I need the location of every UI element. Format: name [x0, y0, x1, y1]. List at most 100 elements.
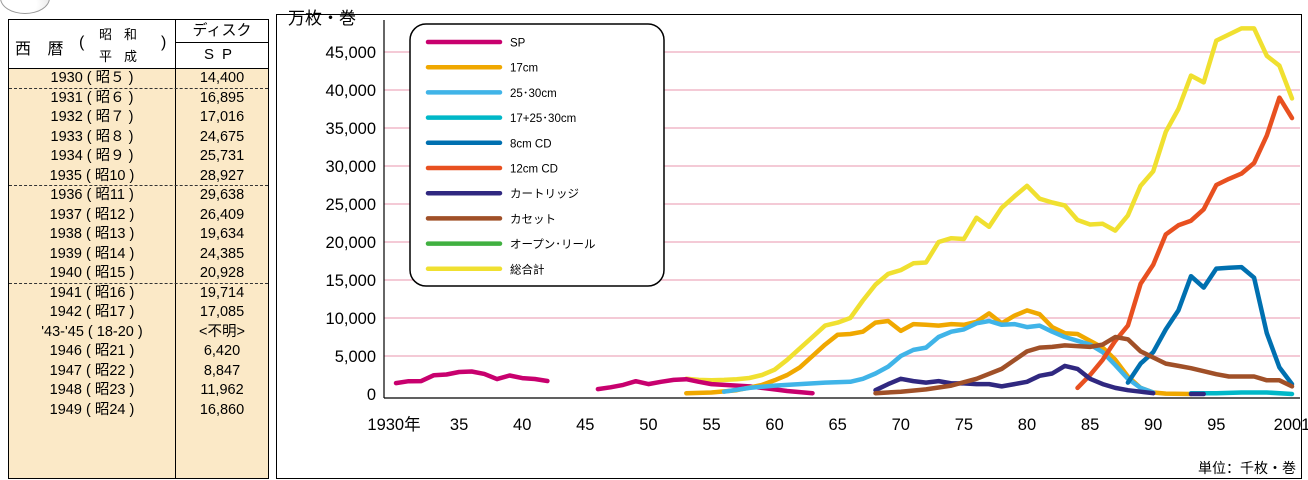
table-header: 西 暦 ( 昭和 平成 ) ディスク SP	[9, 20, 268, 69]
row-value: 16,895	[199, 89, 245, 106]
x-tick-label: 65	[829, 416, 847, 434]
row-year: 1942 ( 昭17 )	[49, 304, 135, 320]
table-row: 1947 ( 昭22 ) 8,847	[9, 362, 268, 382]
legend-label: 25･30cm	[510, 88, 557, 100]
row-value: 24,385	[199, 245, 245, 262]
row-value: 20,928	[199, 265, 245, 281]
header-paren-open: (	[79, 34, 85, 51]
series-line	[1125, 264, 1295, 387]
y-tick-label: 10,000	[326, 310, 376, 328]
table-body: 1930 ( 昭５ ) 14,400 1931 ( 昭６ ) 16,895 1932 (…	[9, 69, 268, 420]
row-value: 17,085	[199, 304, 245, 320]
row-year: 1933 ( 昭８ )	[50, 128, 134, 145]
row-value: 29,638	[199, 187, 245, 203]
series-line	[873, 334, 1295, 396]
table-row: 1946 ( 昭21 ) 6,420	[9, 342, 268, 362]
row-value: 24,675	[199, 128, 245, 145]
row-value: 19,634	[199, 226, 245, 242]
x-tick-label: 70	[892, 416, 910, 434]
row-year: 1948 ( 昭23 )	[49, 382, 135, 398]
row-value: 16,860	[199, 401, 245, 418]
y-tick-label: 0	[367, 386, 376, 404]
x-tick-label: 60	[765, 416, 783, 434]
series-line	[684, 308, 1194, 397]
row-value: 6,420	[203, 343, 241, 359]
row-year: 1941 ( 昭16 )	[49, 284, 135, 301]
x-tick-label: 90	[1144, 416, 1162, 434]
y-axis-unit-label: 万枚・巻	[288, 9, 356, 28]
row-value: 17,016	[199, 109, 245, 125]
x-tick-label: 55	[702, 416, 720, 434]
table-row: 1940 ( 昭15 ) 20,928	[9, 264, 268, 284]
x-tick-label: 50	[639, 416, 657, 434]
table-row: 1938 ( 昭13 ) 19,634	[9, 225, 268, 245]
row-year: '43-'45 ( 18-20 )	[41, 323, 143, 340]
header-era-showa: 昭和	[99, 27, 150, 42]
legend-label: カセット	[510, 213, 556, 226]
row-value: 14,400	[199, 70, 245, 86]
legend-label: オープン･リール	[510, 238, 596, 251]
table-row: 1930 ( 昭５ ) 14,400	[9, 69, 268, 89]
legend-label: 12cm CD	[510, 164, 558, 176]
series-line	[873, 363, 1156, 396]
table-row: 1935 ( 昭10 ) 28,927	[9, 167, 268, 186]
legend-label: カートリッジ	[510, 188, 579, 201]
x-tick-label: 85	[1081, 416, 1099, 434]
x-tick-label: 40	[513, 416, 531, 434]
y-tick-label: 25,000	[326, 196, 376, 214]
chart-frame	[276, 14, 1302, 479]
header-seireki: 西 暦	[15, 41, 70, 58]
x-tick-label: 45	[576, 416, 594, 434]
row-year: 1931 ( 昭６ )	[50, 89, 134, 106]
column-divider	[175, 20, 176, 478]
series-line	[1075, 95, 1295, 391]
table-row: 1934 ( 昭９ ) 25,731	[9, 147, 268, 167]
header-era-heisei: 平成	[99, 49, 150, 64]
x-tick-label: 75	[955, 416, 973, 434]
row-value: <不明>	[199, 323, 245, 340]
y-tick-label: 30,000	[326, 158, 376, 176]
row-value: 8,847	[203, 362, 241, 379]
row-year: 1946 ( 昭21 )	[49, 343, 135, 359]
row-year: 1940 ( 昭15 )	[49, 265, 135, 281]
table-row: 1937 ( 昭12 ) 26,409	[9, 206, 268, 226]
row-year: 1932 ( 昭７ )	[50, 109, 134, 125]
legend-label: 17cm	[510, 63, 538, 75]
row-year: 1937 ( 昭12 )	[49, 206, 135, 223]
table-row: 1948 ( 昭23 ) 11,962	[9, 381, 268, 401]
row-year: 1938 ( 昭13 )	[49, 226, 135, 242]
x-tick-label: 2001	[1274, 416, 1308, 434]
row-value: 11,962	[200, 382, 244, 398]
series-line	[393, 369, 550, 386]
legend-label: 17+25･30cm	[510, 113, 576, 125]
row-value: 25,731	[199, 148, 245, 164]
row-year: 1930 ( 昭５ )	[50, 70, 134, 86]
table-row: '43-'45 ( 18-20 ) <不明>	[9, 323, 268, 343]
y-tick-label: 15,000	[326, 272, 376, 290]
table-row: 1949 ( 昭24 ) 16,860	[9, 401, 268, 421]
header-disc: ディスク	[176, 20, 268, 43]
unit-note: 単位：千枚・巻	[1198, 460, 1296, 476]
row-value: 19,714	[199, 284, 245, 301]
y-tick-label: 5,000	[335, 348, 376, 366]
legend-label: 総合計	[510, 262, 545, 276]
table-row: 1931 ( 昭６ ) 16,895	[9, 89, 268, 109]
row-year: 1935 ( 昭10 )	[49, 167, 135, 184]
row-year: 1947 ( 昭22 )	[49, 362, 135, 379]
header-paren-close: )	[161, 34, 167, 51]
legend-label: SP	[510, 38, 526, 50]
series-line	[595, 376, 815, 396]
row-year: 1949 ( 昭24 )	[49, 401, 135, 418]
x-tick-label: 35	[450, 416, 468, 434]
y-tick-label: 45,000	[326, 44, 376, 62]
header-year-cell: 西 暦 ( 昭和 平成 )	[9, 20, 175, 68]
x-tick-label: 1930年	[367, 415, 420, 434]
row-year: 1934 ( 昭９ )	[50, 148, 134, 164]
legend-label: 8cm CD	[510, 138, 552, 150]
row-year: 1936 ( 昭11 )	[50, 187, 134, 203]
table-row: 1932 ( 昭７ ) 17,016	[9, 108, 268, 128]
header-sp: SP	[203, 46, 240, 63]
row-value: 28,927	[199, 167, 245, 184]
row-value: 26,409	[199, 206, 245, 223]
